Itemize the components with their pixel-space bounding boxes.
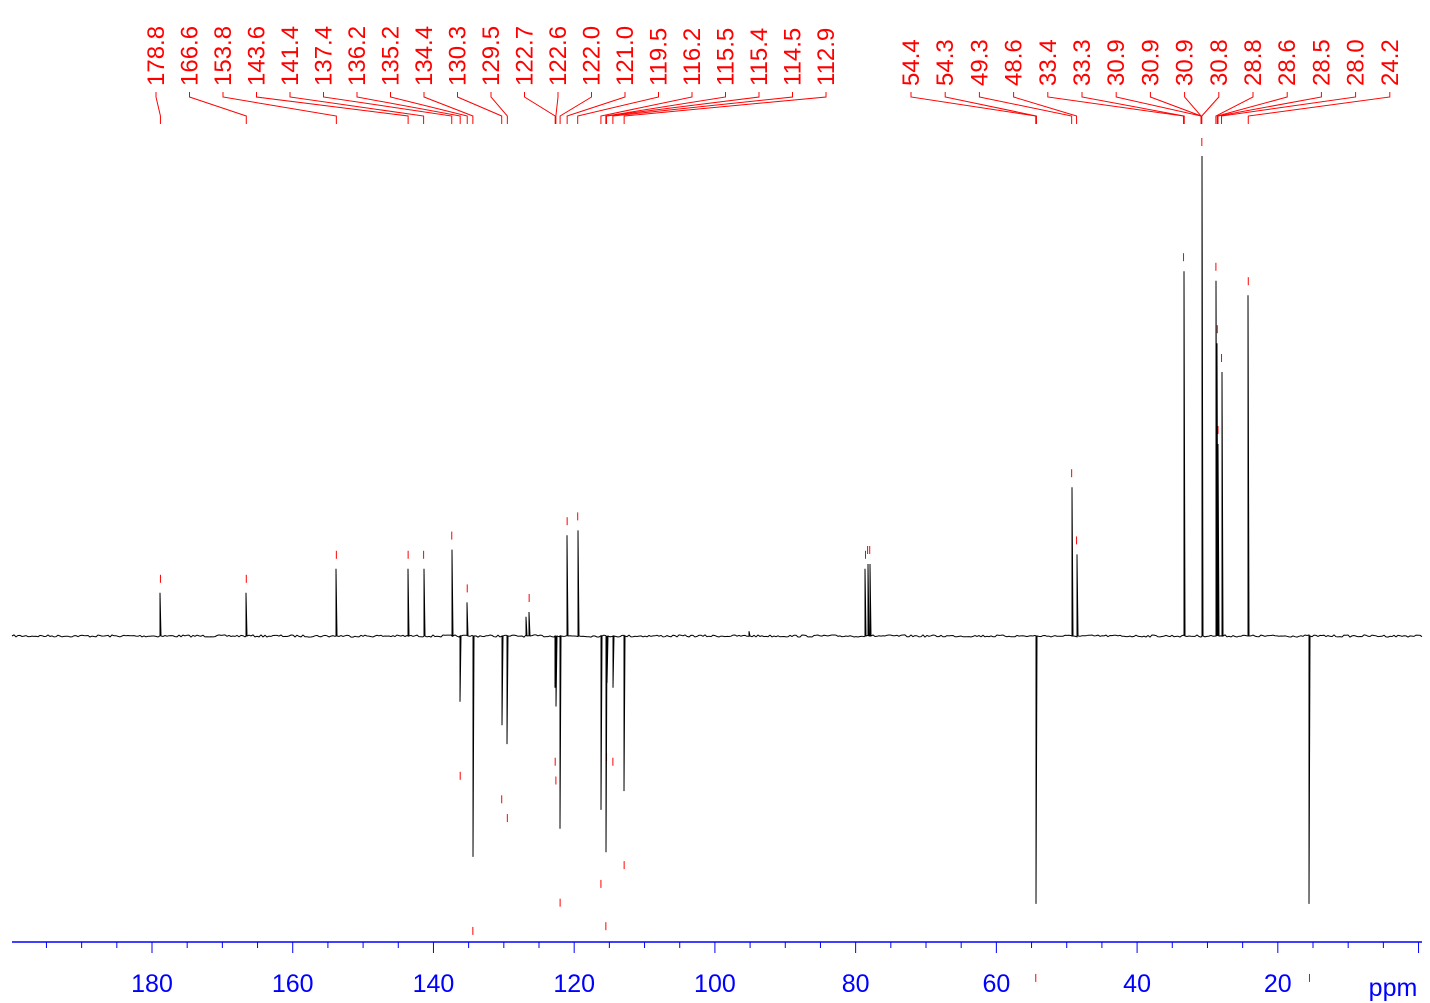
peak-label: 122.6	[545, 26, 572, 86]
peak-label: 114.5	[780, 28, 807, 86]
peak-label: 178.8	[143, 26, 170, 86]
peak-connector	[1081, 92, 1185, 124]
peak-connector	[457, 92, 503, 124]
peak-connector	[910, 92, 1037, 124]
peak-connector	[1184, 92, 1202, 124]
peak-label: 33.3	[1069, 39, 1096, 86]
peak-connector	[1216, 92, 1288, 124]
peak-label: 24.2	[1377, 39, 1404, 86]
peak-connector	[1047, 92, 1185, 124]
x-tick-label: 180	[131, 970, 173, 998]
peak-connector	[289, 92, 425, 124]
peak-connector-group	[155, 92, 1391, 124]
peak-label: 28.5	[1308, 39, 1335, 86]
peak-connector	[323, 92, 453, 124]
peak-connector	[1215, 92, 1254, 124]
peak-label: 115.4	[746, 28, 773, 86]
peak-label: 28.6	[1274, 39, 1301, 86]
peak-label-group: 178.8 166.6 153.8 143.6 141.4 137.4 136.2 135.2…	[143, 26, 1404, 86]
peak-label: 54.4	[898, 39, 925, 86]
peak-label: 130.3	[445, 26, 472, 86]
peak-label: 137.4	[311, 26, 338, 86]
peak-marker-group	[159, 138, 1310, 982]
peak-connector	[1217, 92, 1322, 124]
peak-label: 30.9	[1103, 39, 1130, 86]
peak-label: 121.0	[612, 26, 639, 86]
peak-connector	[189, 92, 247, 124]
peak-label: 135.2	[378, 26, 405, 86]
peak-label: 115.5	[713, 28, 740, 86]
peak-connector	[612, 92, 793, 124]
peak-connector	[256, 92, 409, 124]
x-axis-tick-labels: 180 160 140 120 100 80 60 40 20	[131, 970, 1292, 998]
x-axis-ticks	[45, 942, 1420, 953]
x-tick-label: 120	[553, 970, 595, 998]
peak-connector	[566, 92, 626, 124]
peak-connector	[944, 92, 1037, 124]
peak-label: 119.5	[646, 28, 673, 86]
spectrum-trace	[11, 155, 1423, 904]
peak-connector	[1201, 92, 1220, 124]
peak-label: 143.6	[244, 26, 271, 86]
peak-label: 136.2	[344, 26, 371, 86]
peak-connector	[1221, 92, 1357, 124]
peak-connector	[524, 92, 556, 124]
peak-connector	[559, 92, 592, 124]
peak-label: 28.8	[1240, 39, 1267, 86]
peak-label: 134.4	[411, 26, 438, 86]
peak-connector	[423, 92, 474, 124]
peak-connector	[490, 92, 508, 124]
x-tick-label: 100	[694, 970, 736, 998]
x-axis-label: ppm	[1369, 974, 1418, 1002]
peak-label: 116.2	[679, 28, 706, 86]
peak-connector	[605, 92, 726, 124]
peak-connector	[555, 92, 559, 124]
peak-connector	[390, 92, 468, 124]
peak-label: 30.9	[1172, 39, 1199, 86]
peak-connector	[222, 92, 337, 124]
peak-label: 30.8	[1206, 39, 1233, 86]
peak-connector	[1247, 92, 1391, 124]
peak-label: 49.3	[966, 39, 993, 86]
peak-connector	[577, 92, 659, 124]
peak-connector	[600, 92, 693, 124]
peak-connector	[623, 92, 827, 124]
peak-connector	[356, 92, 461, 124]
peak-label: 33.4	[1035, 39, 1062, 86]
peak-label: 28.0	[1343, 39, 1370, 86]
x-tick-label: 40	[1123, 970, 1151, 998]
x-tick-label: 60	[982, 970, 1010, 998]
peak-label: 30.9	[1137, 39, 1164, 86]
x-tick-label: 80	[842, 970, 870, 998]
peak-connector	[1013, 92, 1078, 124]
peak-label: 122.7	[512, 26, 539, 86]
peak-connector	[978, 92, 1073, 124]
peak-label: 54.3	[932, 39, 959, 86]
peak-label: 48.6	[1001, 39, 1028, 86]
x-axis: 180 160 140 120 100 80 60 40 20 ppm	[12, 941, 1422, 1002]
peak-connector	[606, 92, 760, 124]
peak-label: 122.0	[579, 26, 606, 86]
x-tick-label: 160	[272, 970, 314, 998]
x-tick-label: 140	[413, 970, 455, 998]
peak-connector	[155, 92, 161, 124]
peak-label: 112.9	[813, 28, 840, 86]
peak-label: 166.6	[177, 26, 204, 86]
peak-label: 153.8	[210, 26, 237, 86]
x-tick-label: 20	[1264, 970, 1292, 998]
peak-label: 141.4	[277, 26, 304, 86]
peak-label: 129.5	[478, 26, 505, 86]
